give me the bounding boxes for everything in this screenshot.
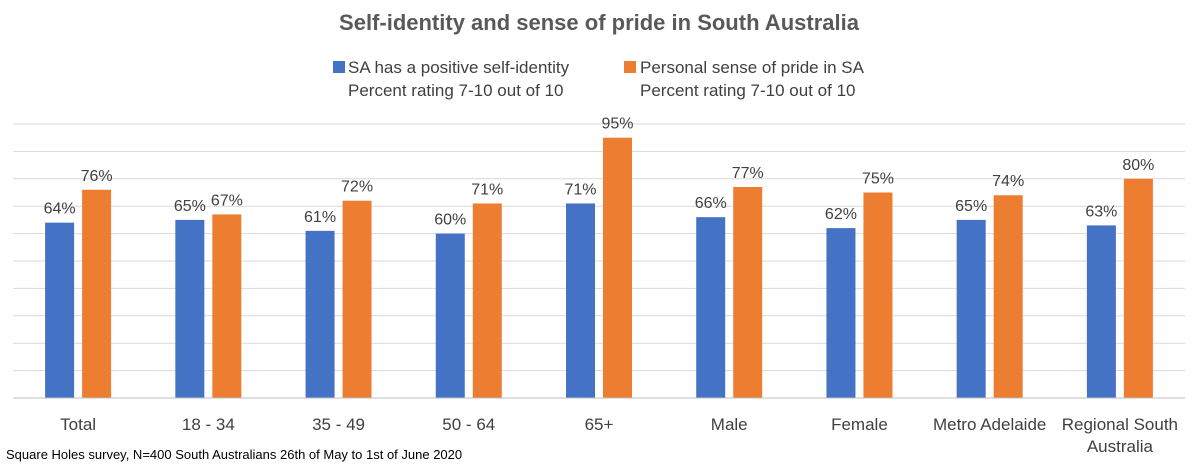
value-label-pride: 95% (601, 116, 633, 133)
value-label-self-identity: 65% (174, 198, 206, 215)
bar-pride (82, 189, 112, 398)
category-label: Australia (1087, 437, 1154, 456)
bars (45, 137, 1153, 398)
value-label-pride: 72% (341, 179, 373, 196)
value-label-self-identity: 60% (434, 212, 466, 229)
bar-pride (993, 195, 1023, 398)
value-labels: 64% 76% 65% 67% 61% 72% 60% 71% 71% 95% 66% 77% 62% 7… (44, 116, 1155, 229)
legend: SA has a positive self-identity Percent … (333, 58, 865, 100)
bar-self-identity (45, 222, 75, 398)
value-label-pride: 75% (862, 171, 894, 188)
bar-self-identity (175, 219, 205, 398)
bar-pride (342, 200, 372, 398)
bar-pride (603, 137, 632, 398)
x-axis: Total 18 - 34 35 - 49 50 - 64 65+ Male Female M… (13, 397, 1185, 456)
bar-pride (733, 187, 763, 398)
bar-pride (472, 203, 502, 398)
category-label: Total (60, 415, 96, 434)
value-label-pride: 74% (992, 173, 1024, 190)
value-label-pride: 77% (732, 165, 764, 182)
footnote: Square Holes survey, N=400 South Austral… (6, 447, 462, 462)
bar-pride (863, 192, 893, 398)
legend-swatch-pride (624, 61, 636, 73)
bar-self-identity (566, 203, 595, 398)
bar-pride (212, 214, 242, 398)
legend-swatch-self-identity (333, 61, 345, 73)
value-label-self-identity: 63% (1085, 203, 1117, 220)
value-label-self-identity: 62% (825, 206, 857, 223)
category-label: Regional South (1062, 415, 1178, 434)
bar-pride (1123, 178, 1153, 398)
category-label: 65+ (585, 415, 614, 434)
bar-self-identity (1086, 225, 1116, 398)
legend-sublabel-self-identity: Percent rating 7-10 out of 10 (348, 81, 563, 100)
category-label: Male (711, 415, 748, 434)
value-label-self-identity: 65% (955, 198, 987, 215)
legend-sublabel-pride: Percent rating 7-10 out of 10 (640, 81, 855, 100)
value-label-pride: 80% (1122, 157, 1154, 174)
bar-self-identity (435, 233, 465, 398)
value-label-self-identity: 64% (44, 201, 76, 218)
gridlines (13, 123, 1185, 372)
value-label-pride: 76% (81, 168, 113, 185)
legend-label-self-identity: SA has a positive self-identity (348, 58, 570, 77)
value-label-self-identity: 66% (695, 195, 727, 212)
value-label-pride: 67% (211, 192, 243, 209)
bar-self-identity (956, 219, 986, 398)
bar-self-identity (826, 228, 856, 398)
bar-self-identity (305, 230, 335, 398)
value-label-self-identity: 61% (304, 209, 336, 226)
bar-self-identity (696, 217, 726, 398)
value-label-pride: 71% (471, 181, 503, 198)
category-label: Female (831, 415, 888, 434)
chart-title: Self-identity and sense of pride in Sout… (339, 10, 860, 35)
value-label-self-identity: 71% (564, 181, 596, 198)
category-label: 50 - 64 (442, 415, 495, 434)
category-label: Metro Adelaide (933, 415, 1046, 434)
category-label: 18 - 34 (182, 415, 235, 434)
legend-label-pride: Personal sense of pride in SA (640, 58, 865, 77)
category-label: 35 - 49 (312, 415, 365, 434)
